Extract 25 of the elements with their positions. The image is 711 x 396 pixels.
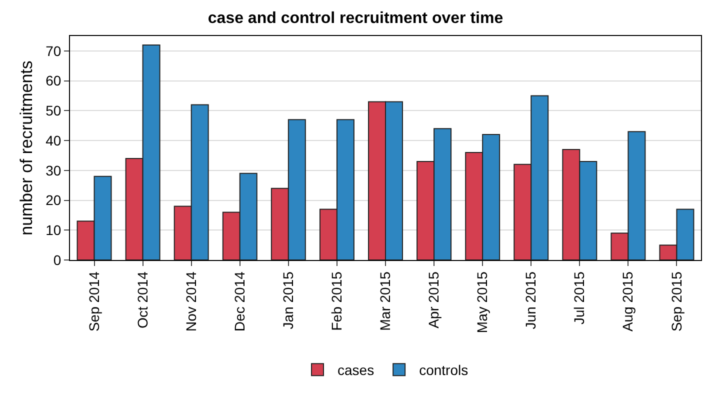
chart-title: case and control recruitment over time <box>208 10 504 28</box>
y-tick-label: 10 <box>46 222 62 238</box>
y-axis-title: number of recruitments <box>17 60 36 236</box>
y-tick-label: 20 <box>46 192 62 208</box>
y-tick-label: 60 <box>46 72 62 89</box>
legend-label: controls <box>419 362 468 378</box>
x-tick-label: Sep 2015 <box>668 271 684 332</box>
x-tick-label: Apr 2015 <box>426 271 442 328</box>
x-tick-label: Jan 2015 <box>280 271 296 330</box>
x-tick-label: May 2015 <box>474 271 490 334</box>
x-tick-label: Aug 2015 <box>620 271 636 332</box>
x-tick-label: Mar 2015 <box>377 271 394 331</box>
y-tick-label: 30 <box>46 162 62 178</box>
legend-label: cases <box>338 362 374 378</box>
x-tick-label: Jun 2015 <box>522 271 539 330</box>
x-tick-label: Feb 2015 <box>328 271 345 331</box>
y-tick-label: 0 <box>53 252 62 268</box>
x-tick-label: Nov 2014 <box>182 271 199 332</box>
x-tick-label: Sep 2014 <box>86 271 102 332</box>
y-tick-label: 70 <box>46 42 62 59</box>
y-tick-label: 50 <box>46 102 62 119</box>
x-tick-label: Jul 2015 <box>571 271 588 325</box>
x-tick-label: Dec 2014 <box>231 271 248 332</box>
x-tick-label: Oct 2014 <box>134 271 150 328</box>
y-tick-label: 40 <box>46 132 62 148</box>
